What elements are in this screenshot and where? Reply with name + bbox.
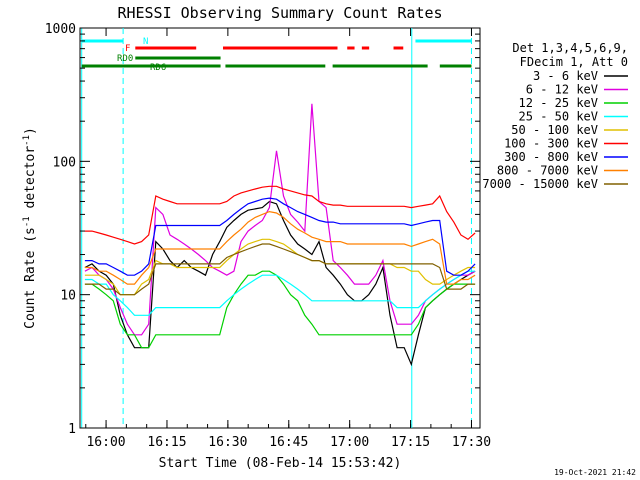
y-tick-label-2: 10 bbox=[60, 289, 76, 304]
legend: Det 1,3,4,5,6,9, FDecim 1, Att 0 3 - 6 k… bbox=[482, 41, 628, 191]
y-tick-label-4: 1000 bbox=[45, 22, 76, 37]
legend-header-line-1: Det 1,3,4,5,6,9, bbox=[512, 41, 628, 55]
y-axis-label-end: ) bbox=[23, 127, 38, 135]
legend-label-3: 12 - 25 keV bbox=[519, 96, 598, 110]
x-tick-label-7: 17:30 bbox=[452, 435, 491, 450]
x-tick-label-4: 16:45 bbox=[269, 435, 308, 450]
legend-label-2: 6 - 12 keV bbox=[526, 83, 598, 97]
x-tick-label-2: 16:15 bbox=[147, 435, 186, 450]
y-tick-label-3: 100 bbox=[53, 155, 76, 170]
x-tick-label-5: 17:00 bbox=[330, 435, 369, 450]
status-bar-label-rd0: RD0 bbox=[117, 54, 133, 64]
series-line-5 bbox=[84, 238, 476, 296]
y-axis-label: Count Rate (s-1 detector-1) bbox=[22, 127, 38, 329]
legend-label-1: 3 - 6 keV bbox=[533, 69, 598, 83]
legend-label-5: 50 - 100 keV bbox=[511, 123, 598, 137]
x-tick-label-1: 16:00 bbox=[86, 435, 125, 450]
series-line-3 bbox=[84, 270, 476, 349]
legend-label-6: 100 - 300 keV bbox=[504, 137, 598, 151]
legend-label-9: 7000 - 15000 keV bbox=[482, 177, 598, 191]
series-line-7 bbox=[84, 197, 476, 276]
legend-header-line-2: FDecim 1, Att 0 bbox=[520, 55, 628, 69]
x-tick-label-3: 16:30 bbox=[208, 435, 247, 450]
y-axis-label-exp1: -1 bbox=[22, 216, 32, 227]
status-bar-label-n: N bbox=[143, 37, 148, 47]
series-line-4 bbox=[84, 270, 476, 316]
x-axis-label: Start Time (08-Feb-14 15:53:42) bbox=[159, 456, 402, 471]
y-axis-label-exp2: -1 bbox=[22, 135, 32, 146]
legend-label-4: 25 - 50 keV bbox=[519, 110, 598, 124]
y-axis-label-main: Count Rate (s bbox=[23, 227, 38, 329]
generation-timestamp: 19-Oct-2021 21:42 bbox=[554, 468, 636, 477]
status-bar-label-rd6: RD6 bbox=[150, 63, 166, 73]
legend-label-7: 300 - 800 keV bbox=[504, 150, 598, 164]
x-tick-label-6: 17:15 bbox=[391, 435, 430, 450]
legend-label-8: 800 - 7000 keV bbox=[497, 164, 598, 178]
status-bar-label-f: F bbox=[125, 44, 130, 54]
plot-frame bbox=[79, 27, 481, 429]
chart-title: RHESSI Observing Summary Count Rates bbox=[117, 4, 442, 22]
series-line-9 bbox=[84, 243, 476, 296]
y-tick-label-1: 1 bbox=[68, 422, 76, 437]
series-line-1 bbox=[84, 200, 476, 367]
series-line-6 bbox=[84, 185, 476, 245]
series-line-8 bbox=[84, 210, 476, 285]
series-line-2 bbox=[84, 103, 476, 336]
y-axis-label-mid: detector bbox=[23, 146, 38, 217]
